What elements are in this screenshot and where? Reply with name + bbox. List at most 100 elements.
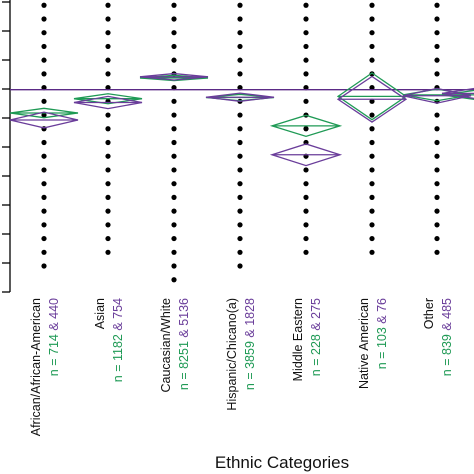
sample-size-label: n = 228 & 275 (309, 298, 323, 376)
category-label: Middle Eastern (291, 298, 305, 381)
sample-size-group2: & 275 (309, 298, 323, 334)
data-point (41, 98, 47, 104)
data-point (434, 112, 440, 118)
sample-size-group2: & 485 (440, 298, 454, 334)
data-point (303, 30, 309, 36)
data-point (237, 167, 243, 173)
data-point (41, 181, 47, 187)
data-point (369, 43, 375, 50)
data-point (105, 16, 111, 22)
sample-size-label: n = 839 & 485 (440, 298, 454, 376)
data-point (105, 85, 111, 91)
data-point (237, 16, 243, 22)
data-point (369, 85, 375, 91)
data-point (434, 30, 440, 36)
data-point (237, 222, 243, 228)
data-point (171, 98, 177, 104)
data-point (171, 263, 177, 269)
data-point (105, 153, 111, 159)
sample-size-label: n = 103 & 76 (375, 298, 389, 369)
data-point (369, 139, 375, 146)
data-point (434, 57, 440, 63)
data-point (369, 167, 375, 173)
data-point (105, 181, 111, 187)
data-point (41, 30, 47, 36)
data-point (369, 181, 375, 187)
sample-size-group1: n = 8251 (177, 341, 191, 390)
data-point (105, 139, 111, 146)
sample-size-label: n = 3859 & 1828 (243, 298, 257, 390)
sample-size-group1: n = 103 (375, 327, 389, 369)
data-point (303, 85, 309, 91)
data-point (237, 126, 243, 132)
data-point (237, 153, 243, 159)
data-point (105, 235, 111, 242)
data-point (369, 126, 375, 132)
sample-size-group1: n = 839 (440, 334, 454, 376)
sample-size-group1: n = 228 (309, 334, 323, 376)
data-point (303, 208, 309, 214)
data-point (41, 139, 47, 146)
data-point (369, 57, 375, 63)
data-point (237, 208, 243, 214)
category-label: Other (422, 298, 436, 329)
data-point (434, 235, 440, 242)
data-point (303, 222, 309, 228)
data-point (303, 16, 309, 22)
sample-size-group1: n = 714 (47, 334, 61, 376)
data-point (303, 126, 309, 132)
data-point (303, 235, 309, 242)
data-point (369, 2, 375, 8)
data-point (303, 2, 309, 8)
data-point (171, 43, 177, 50)
data-point (105, 249, 111, 255)
data-point (434, 181, 440, 187)
data-point (105, 43, 111, 50)
data-point (237, 235, 243, 242)
data-point (105, 126, 111, 132)
data-point (171, 112, 177, 118)
data-point (105, 2, 111, 8)
sample-size-group1: n = 1182 (111, 334, 125, 382)
data-point (171, 167, 177, 173)
data-point (171, 277, 177, 283)
data-point (171, 249, 177, 255)
sample-size-group2: & 440 (47, 298, 61, 334)
data-point (171, 153, 177, 159)
category-labels: African/African-American n = 714 & 440 Asi… (29, 298, 454, 436)
y-axis (2, 0, 11, 293)
sample-size-group2: & 754 (111, 298, 125, 334)
data-point (434, 194, 440, 200)
data-point (303, 167, 309, 173)
data-point (41, 71, 47, 77)
data-point (171, 30, 177, 36)
data-point (171, 235, 177, 242)
sample-size-label: n = 8251 & 5136 (177, 298, 191, 390)
data-point (369, 194, 375, 200)
data-point (303, 43, 309, 50)
category-label: Hispanic/Chicano(a) (225, 298, 239, 411)
data-point (237, 85, 243, 91)
data-point (41, 235, 47, 242)
data-point (105, 30, 111, 36)
sample-size-group2: & 76 (375, 298, 389, 327)
data-point (105, 112, 111, 118)
data-point (303, 57, 309, 63)
mean-diamonds (9, 72, 474, 167)
data-point (237, 57, 243, 63)
group2-mean-diamond (441, 87, 474, 100)
data-point (303, 98, 309, 104)
data-point (105, 208, 111, 214)
sample-size-label: n = 714 & 440 (47, 298, 61, 376)
data-point (369, 98, 375, 104)
data-point (237, 71, 243, 77)
data-point (41, 249, 47, 255)
sample-size-group2: & 1828 (243, 298, 257, 341)
data-point (41, 85, 47, 91)
data-point (369, 112, 375, 118)
category-label: Caucasian/White (159, 298, 173, 393)
data-point (171, 16, 177, 22)
data-point (171, 85, 177, 91)
sample-size-label: n = 1182 & 754 (111, 298, 125, 382)
